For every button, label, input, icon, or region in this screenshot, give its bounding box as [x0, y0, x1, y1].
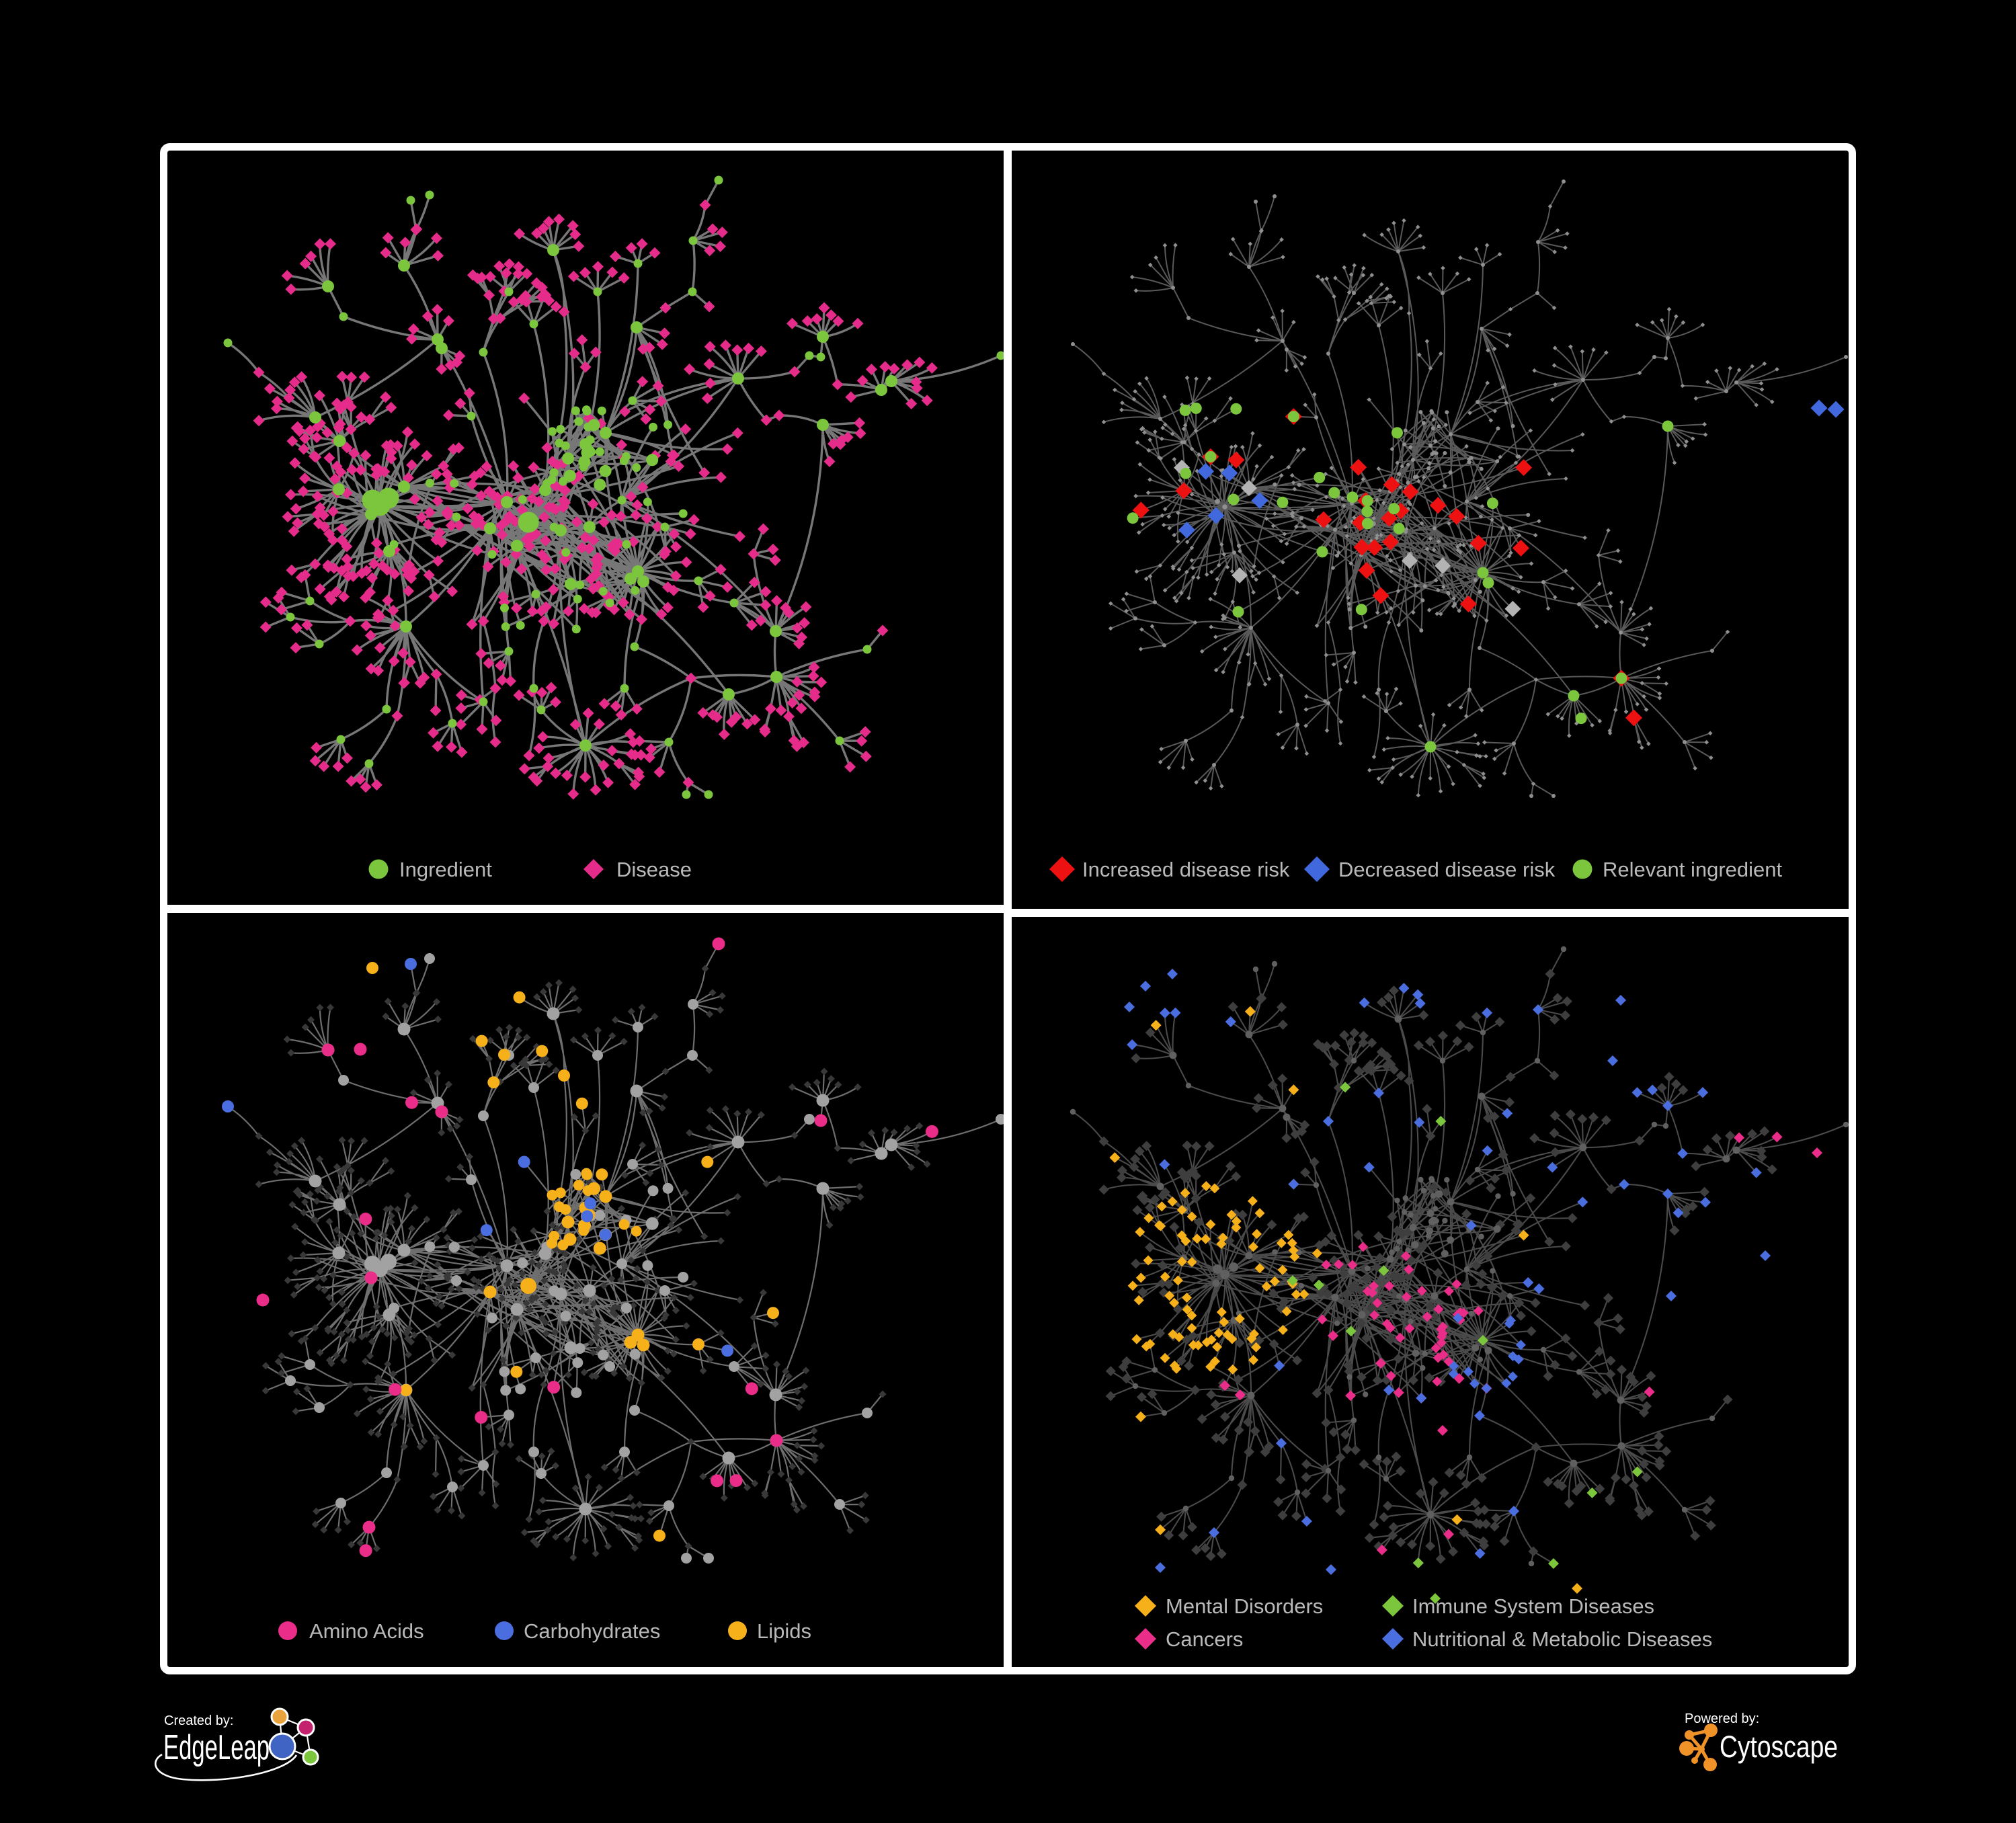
- svg-text:Ingredient: Ingredient: [399, 858, 492, 881]
- svg-text:Cancers: Cancers: [1166, 1627, 1243, 1651]
- svg-text:Lipids: Lipids: [757, 1619, 811, 1643]
- svg-text:Relevant ingredient: Relevant ingredient: [1603, 858, 1783, 881]
- svg-text:Disease: Disease: [616, 858, 692, 881]
- svg-text:EdgeLeap: EdgeLeap: [163, 1728, 270, 1767]
- svg-text:Immune System Diseases: Immune System Diseases: [1412, 1594, 1654, 1618]
- svg-text:Mental Disorders: Mental Disorders: [1166, 1594, 1323, 1618]
- svg-text:Amino Acids: Amino Acids: [309, 1619, 424, 1643]
- svg-text:Nutritional & Metabolic Diseas: Nutritional & Metabolic Diseases: [1412, 1627, 1712, 1651]
- svg-text:Cytoscape: Cytoscape: [1720, 1730, 1838, 1764]
- svg-text:Carbohydrates: Carbohydrates: [524, 1619, 660, 1643]
- svg-text:Powered by:: Powered by:: [1685, 1711, 1759, 1726]
- svg-text:Increased disease risk: Increased disease risk: [1082, 858, 1290, 881]
- svg-text:Created by:: Created by:: [164, 1713, 233, 1728]
- svg-text:Decreased disease risk: Decreased disease risk: [1338, 858, 1556, 881]
